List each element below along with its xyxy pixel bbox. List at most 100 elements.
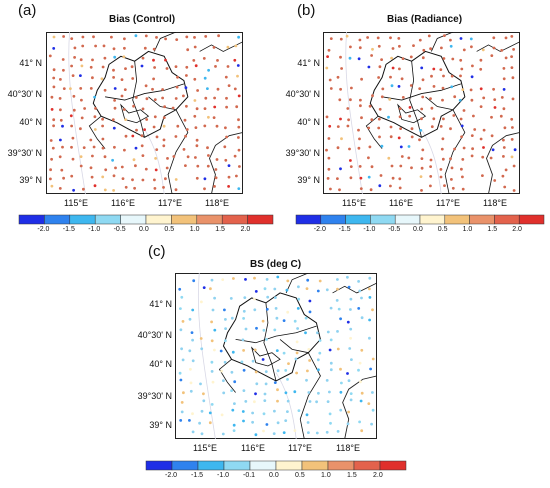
station-dot xyxy=(241,410,245,413)
station-dot xyxy=(59,138,62,142)
station-dot xyxy=(295,371,298,375)
station-dot xyxy=(398,107,402,110)
station-dot xyxy=(376,36,380,40)
station-dot xyxy=(114,166,117,170)
station-dot xyxy=(297,409,301,412)
station-dot xyxy=(251,359,255,363)
station-dot xyxy=(367,175,371,179)
station-dot xyxy=(242,389,246,392)
panel-b-lat-40: 40° N xyxy=(297,117,320,127)
station-dot xyxy=(420,107,424,111)
station-dot xyxy=(225,96,228,100)
station-dot xyxy=(215,158,219,161)
station-dot xyxy=(189,381,193,385)
panel-a-lon-115: 115°E xyxy=(64,198,88,208)
station-dot xyxy=(410,127,414,131)
station-dot xyxy=(336,330,339,333)
station-dot xyxy=(371,391,374,394)
station-dot xyxy=(121,177,125,181)
station-dot xyxy=(235,174,238,178)
station-dot xyxy=(326,177,330,180)
station-dot xyxy=(237,187,241,191)
station-dot xyxy=(195,176,199,180)
station-dot xyxy=(234,44,238,48)
station-dot xyxy=(510,55,513,58)
station-dot xyxy=(58,187,62,190)
panel-b-lat-39: 39° N xyxy=(297,175,320,185)
station-dot xyxy=(493,179,497,182)
station-dot xyxy=(199,382,202,386)
station-dot xyxy=(210,339,214,343)
station-dot xyxy=(52,68,56,72)
panel-b-letter: (b) xyxy=(297,2,316,19)
station-dot xyxy=(305,378,308,382)
colorbar-tick-label: 2.0 xyxy=(240,226,251,233)
station-dot xyxy=(230,389,233,392)
station-dot xyxy=(501,174,505,178)
station-dot xyxy=(359,104,362,108)
station-dot xyxy=(339,37,343,41)
station-dot xyxy=(212,116,216,119)
station-dot xyxy=(251,411,254,415)
station-dot xyxy=(178,287,182,291)
station-dot xyxy=(83,107,86,110)
panel-a-lat-41: 41° N xyxy=(19,58,42,68)
colorbar-tick-label: 0.5 xyxy=(164,226,175,233)
station-dot xyxy=(113,99,116,102)
station-dot xyxy=(165,67,169,70)
station-dot xyxy=(429,47,432,51)
station-dot xyxy=(192,59,196,62)
station-dot xyxy=(482,146,485,149)
station-dot xyxy=(459,117,463,121)
station-dot xyxy=(442,117,445,121)
station-dot xyxy=(73,56,76,59)
station-dot xyxy=(503,126,507,130)
station-dot xyxy=(182,148,186,151)
station-dot xyxy=(359,380,362,384)
station-dot xyxy=(254,370,258,374)
station-dot xyxy=(336,75,340,79)
station-dot xyxy=(340,381,343,385)
station-dot xyxy=(510,117,514,121)
station-dot xyxy=(308,299,312,303)
station-dot xyxy=(347,285,351,289)
station-dot xyxy=(391,66,395,70)
station-dot xyxy=(238,165,241,168)
station-dot xyxy=(502,88,506,91)
station-dot xyxy=(50,184,54,188)
panel-c-lat-41: 41° N xyxy=(149,299,172,309)
station-dot xyxy=(241,338,245,342)
station-dot xyxy=(293,319,297,323)
panel-a-lat-40-30: 40°30' N xyxy=(7,89,42,99)
colorbar-tick-label: 1.5 xyxy=(487,226,498,233)
station-dot xyxy=(511,126,514,129)
station-dot xyxy=(360,429,364,433)
colorbar-swatch xyxy=(120,214,147,225)
station-dot xyxy=(100,77,104,81)
station-dot xyxy=(512,48,515,51)
station-dot xyxy=(378,107,382,111)
panel-a-letter: (a) xyxy=(18,2,37,19)
station-dot xyxy=(79,58,83,62)
station-dot xyxy=(132,158,136,162)
station-dot xyxy=(307,348,311,351)
station-dot xyxy=(103,88,107,92)
station-dot xyxy=(265,278,269,281)
station-dot xyxy=(224,318,227,321)
colorbar-tick-label: -1.0 xyxy=(217,472,230,479)
station-dot xyxy=(360,316,364,320)
station-dot xyxy=(349,327,353,331)
station-dot xyxy=(358,38,362,42)
station-dot xyxy=(113,55,117,59)
station-dot xyxy=(419,175,423,179)
station-dot xyxy=(387,156,391,160)
station-dot xyxy=(511,76,515,80)
station-dot xyxy=(152,58,155,62)
station-dot xyxy=(349,398,353,402)
station-dot xyxy=(338,188,341,192)
station-dot xyxy=(419,129,422,132)
colorbar-tick-label: 0.0 xyxy=(269,472,279,479)
station-dot xyxy=(368,104,372,108)
station-dot xyxy=(429,158,433,162)
station-dot xyxy=(308,359,311,362)
